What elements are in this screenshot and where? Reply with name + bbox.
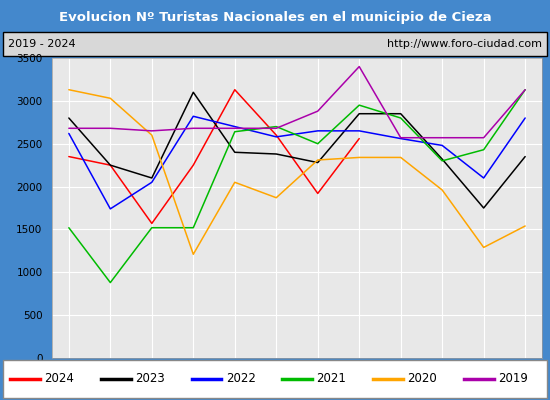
2022 xyxy=(148,180,155,185)
2024 xyxy=(232,87,238,92)
2020 xyxy=(107,96,114,101)
2021 xyxy=(148,225,155,230)
2019 xyxy=(439,135,446,140)
2022 xyxy=(522,116,529,120)
2020 xyxy=(522,224,529,228)
Line: 2023: 2023 xyxy=(69,92,525,208)
2020 xyxy=(148,133,155,138)
2022 xyxy=(356,128,362,133)
2019 xyxy=(232,126,238,131)
2020 xyxy=(480,245,487,250)
2023 xyxy=(190,90,196,95)
2023 xyxy=(107,163,114,168)
2021 xyxy=(65,225,72,230)
2022 xyxy=(107,206,114,211)
2022 xyxy=(232,124,238,129)
2020 xyxy=(65,87,72,92)
2020 xyxy=(315,158,321,162)
2024 xyxy=(315,191,321,196)
2021 xyxy=(522,87,529,92)
2019 xyxy=(107,126,114,131)
2023 xyxy=(273,152,279,156)
2023 xyxy=(315,160,321,165)
Line: 2024: 2024 xyxy=(69,90,359,224)
2021 xyxy=(398,116,404,120)
2020 xyxy=(190,252,196,257)
2023 xyxy=(65,116,72,120)
2022 xyxy=(65,131,72,136)
2022 xyxy=(190,114,196,119)
2019 xyxy=(356,64,362,69)
2023 xyxy=(398,111,404,116)
2023 xyxy=(439,157,446,162)
Text: http://www.foro-ciudad.com: http://www.foro-ciudad.com xyxy=(387,39,542,49)
2019 xyxy=(273,126,279,131)
2021 xyxy=(315,141,321,146)
2023 xyxy=(480,206,487,210)
Text: 2019: 2019 xyxy=(498,372,528,386)
2021 xyxy=(439,158,446,163)
2020 xyxy=(273,195,279,200)
Text: 2019 - 2024: 2019 - 2024 xyxy=(8,39,76,49)
Line: 2020: 2020 xyxy=(69,90,525,254)
2021 xyxy=(190,225,196,230)
2019 xyxy=(65,126,72,131)
2024 xyxy=(65,154,72,159)
Text: 2021: 2021 xyxy=(317,372,346,386)
2019 xyxy=(315,109,321,114)
Text: 2023: 2023 xyxy=(135,372,165,386)
2024 xyxy=(107,163,114,168)
2019 xyxy=(398,135,404,140)
2024 xyxy=(273,133,279,138)
2024 xyxy=(148,221,155,226)
2021 xyxy=(232,129,238,134)
2024 xyxy=(356,136,362,141)
Text: 2020: 2020 xyxy=(408,372,437,386)
2023 xyxy=(356,111,362,116)
2019 xyxy=(522,87,529,92)
2022 xyxy=(273,134,279,139)
2024 xyxy=(190,163,196,168)
2020 xyxy=(398,155,404,160)
2023 xyxy=(148,176,155,180)
Line: 2019: 2019 xyxy=(69,66,525,138)
2019 xyxy=(480,135,487,140)
2019 xyxy=(148,128,155,133)
2021 xyxy=(356,103,362,108)
Line: 2021: 2021 xyxy=(69,90,525,282)
2020 xyxy=(439,188,446,192)
2021 xyxy=(273,124,279,129)
Text: 2022: 2022 xyxy=(226,372,256,386)
2022 xyxy=(480,176,487,180)
2023 xyxy=(522,154,529,159)
2022 xyxy=(439,143,446,148)
2023 xyxy=(232,150,238,155)
2020 xyxy=(232,180,238,185)
Text: Evolucion Nº Turistas Nacionales en el municipio de Cieza: Evolucion Nº Turistas Nacionales en el m… xyxy=(59,10,491,24)
2020 xyxy=(356,155,362,160)
2019 xyxy=(190,126,196,131)
Line: 2022: 2022 xyxy=(69,116,525,209)
2022 xyxy=(398,136,404,141)
2021 xyxy=(107,280,114,285)
2022 xyxy=(315,128,321,133)
2021 xyxy=(480,147,487,152)
Text: 2024: 2024 xyxy=(45,372,74,386)
